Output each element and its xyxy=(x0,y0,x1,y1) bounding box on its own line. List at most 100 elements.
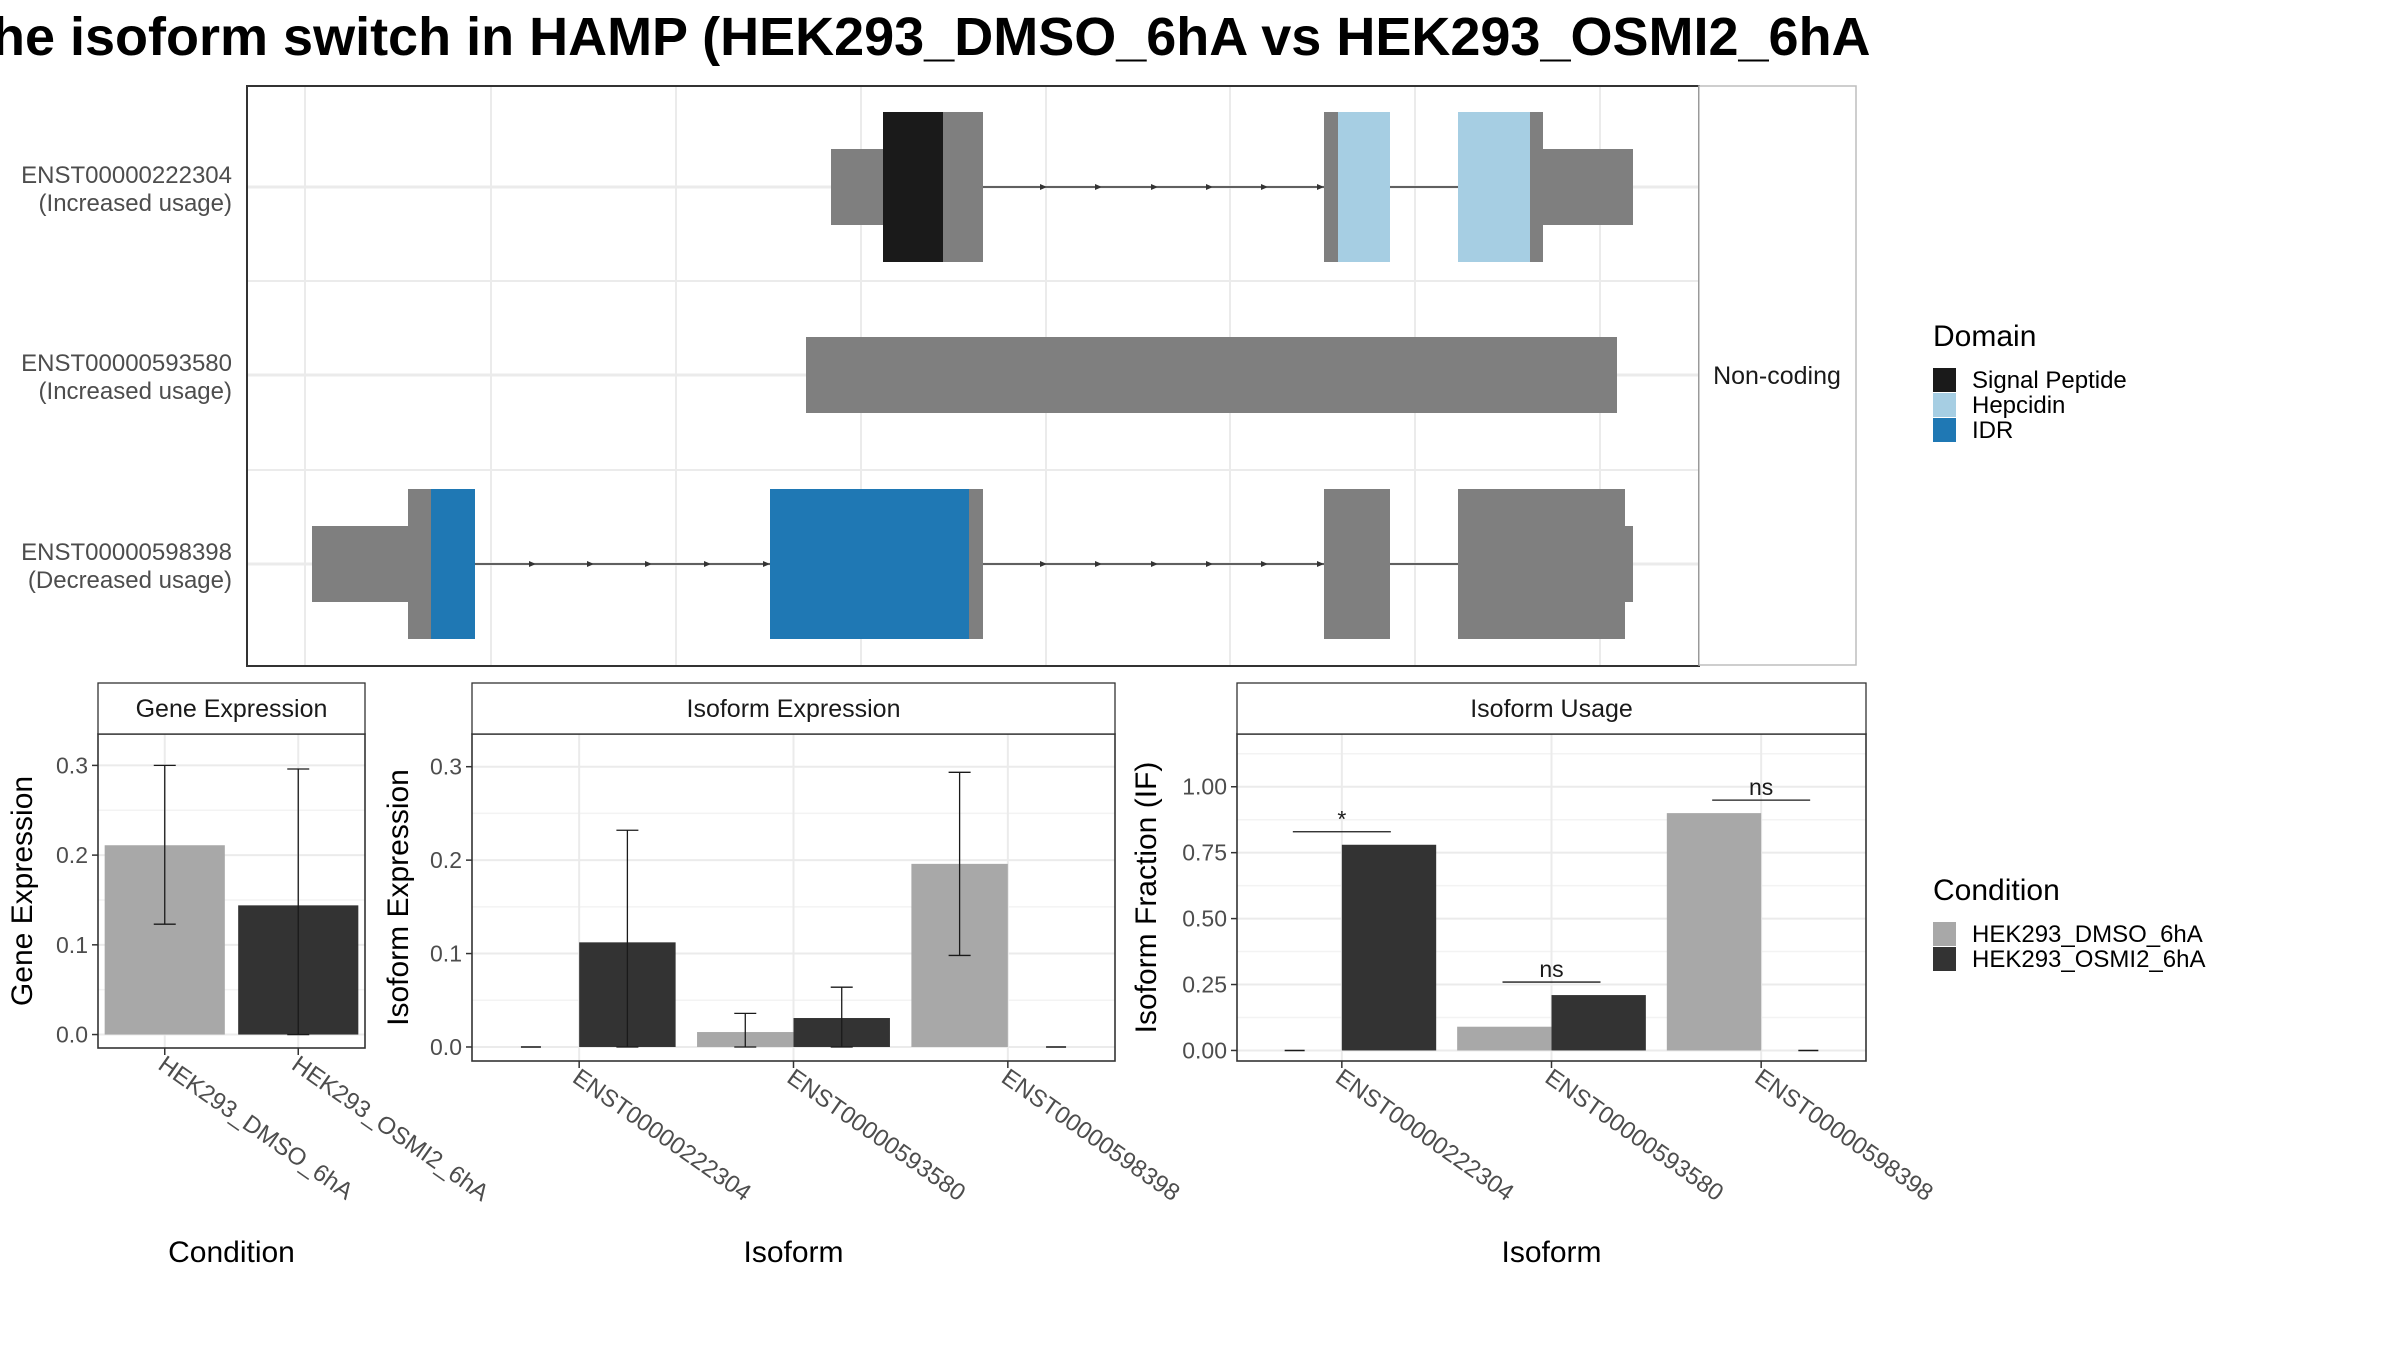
y-tick-label: 0.00 xyxy=(1182,1037,1227,1063)
x-axis-title: Isoform xyxy=(1501,1236,1601,1269)
transcript-id-label: ENST00000598398 xyxy=(21,539,232,566)
strand-arrow xyxy=(587,561,594,567)
figure-title: he isoform switch in HAMP (HEK293_DMSO_6… xyxy=(0,7,1871,67)
y-tick-label: 0.75 xyxy=(1182,840,1227,866)
condition-legend-label: HEK293_OSMI2_6hA xyxy=(1972,946,2205,973)
signal-peptide-domain xyxy=(883,112,943,262)
domain-legend-title: Domain xyxy=(1933,320,2036,353)
strand-arrow xyxy=(704,561,711,567)
coding-exon xyxy=(969,489,983,639)
strand-arrow xyxy=(1317,184,1324,190)
significance-label: * xyxy=(1337,806,1346,832)
hepcidin-domain xyxy=(1458,112,1530,262)
y-tick-label: 0.3 xyxy=(56,752,88,778)
coding-exon xyxy=(1324,112,1338,262)
isoform-expression-panel: 0.0 0.1 0.2 0.3 Isoform Expression ENST000002… xyxy=(382,682,1185,1269)
utr-exon xyxy=(312,526,408,602)
coding-exon xyxy=(943,112,983,262)
x-tick-label: ENST00000593580 xyxy=(782,1064,970,1207)
y-axis-title: Isoform Fraction (IF) xyxy=(1130,762,1163,1034)
utr-exon xyxy=(1625,526,1633,602)
y-tick-label: 0.3 xyxy=(430,754,462,780)
x-tick-label: ENST00000598398 xyxy=(1750,1064,1938,1207)
y-tick-label: 0.0 xyxy=(56,1022,88,1048)
idr-domain xyxy=(431,489,475,639)
significance-label: ns xyxy=(1539,956,1563,982)
coding-exon xyxy=(1530,112,1543,262)
x-axis-title: Condition xyxy=(168,1236,295,1269)
y-tick-label: 0.2 xyxy=(430,847,462,873)
y-tick-label: 0.0 xyxy=(430,1034,462,1060)
idr-domain xyxy=(770,489,969,639)
bar xyxy=(1551,995,1646,1051)
panel-title: Gene Expression xyxy=(136,695,328,723)
strand-arrow xyxy=(1151,561,1158,567)
domain-legend-label: Hepcidin xyxy=(1972,392,2065,419)
strand-arrow xyxy=(1317,561,1324,567)
y-tick-label: 0.2 xyxy=(56,842,88,868)
strand-arrow xyxy=(1151,184,1158,190)
panel-title: Isoform Expression xyxy=(687,695,901,723)
domain-legend-label: Signal Peptide xyxy=(1972,367,2127,394)
significance-label: ns xyxy=(1749,774,1773,800)
strand-arrow xyxy=(1261,184,1268,190)
strand-arrow xyxy=(763,561,770,567)
bar xyxy=(1666,813,1762,1051)
transcript-usage-label: (Increased usage) xyxy=(39,190,232,217)
strand-arrow xyxy=(529,561,536,567)
domain-legend-key xyxy=(1933,393,1956,417)
x-tick-label: ENST00000593580 xyxy=(1540,1064,1728,1207)
condition-legend-key xyxy=(1933,922,1956,946)
transcript-structure-panel: ENST00000222304(Increased usage)ENST0000… xyxy=(21,85,1857,667)
transcript-id-label: ENST00000593580 xyxy=(21,350,232,377)
condition-legend-title: Condition xyxy=(1933,874,2060,907)
coding-exon xyxy=(408,489,431,639)
domain-legend-key xyxy=(1933,418,1956,442)
hepcidin-domain xyxy=(1338,112,1390,262)
noncoding-strip-label: Non-coding xyxy=(1713,362,1841,390)
y-tick-label: 1.00 xyxy=(1182,774,1227,800)
strand-arrow xyxy=(1261,561,1268,567)
x-tick-label: ENST00000222304 xyxy=(568,1064,756,1207)
bar xyxy=(1341,844,1437,1051)
utr-exon xyxy=(1543,149,1633,225)
transcript-usage-label: (Increased usage) xyxy=(39,378,232,405)
utr-exon xyxy=(831,149,883,225)
strand-arrow xyxy=(1095,561,1102,567)
panel-strip xyxy=(97,682,366,735)
y-axis-title: Gene Expression xyxy=(6,776,39,1006)
noncoding-exon xyxy=(806,337,1617,413)
strand-arrow xyxy=(1095,184,1102,190)
transcript-usage-label: (Decreased usage) xyxy=(28,567,232,594)
strand-arrow xyxy=(1206,184,1213,190)
condition-legend-label: HEK293_DMSO_6hA xyxy=(1972,921,2203,948)
y-tick-label: 0.25 xyxy=(1182,972,1227,998)
panel-title: Isoform Usage xyxy=(1470,695,1633,723)
x-axis-title: Isoform xyxy=(743,1236,843,1269)
domain-legend-key xyxy=(1933,368,1956,392)
strand-arrow xyxy=(1040,561,1047,567)
coding-exon xyxy=(1324,489,1390,639)
strand-arrow xyxy=(1040,184,1047,190)
panel-strip xyxy=(471,682,1116,735)
strand-arrow xyxy=(1206,561,1213,567)
isoform-usage-panel: 0.00 0.25 0.50 0.75 1.00 * ns ns Isoform Usage EN… xyxy=(1130,682,1938,1269)
domain-legend-label: IDR xyxy=(1972,417,2013,444)
y-tick-label: 0.50 xyxy=(1182,906,1227,932)
panel-strip xyxy=(1236,682,1867,735)
bar xyxy=(1457,1026,1552,1051)
y-axis-title: Isoform Expression xyxy=(382,769,415,1026)
coding-exon xyxy=(1458,489,1625,639)
y-tick-label: 0.1 xyxy=(56,932,88,958)
strand-arrow xyxy=(645,561,652,567)
facet-strip xyxy=(1698,85,1857,666)
y-tick-label: 0.1 xyxy=(430,941,462,967)
x-tick-label: ENST00000222304 xyxy=(1330,1064,1518,1207)
x-tick-label: ENST00000598398 xyxy=(996,1064,1184,1207)
transcript-id-label: ENST00000222304 xyxy=(21,162,232,189)
condition-legend-key xyxy=(1933,947,1956,971)
